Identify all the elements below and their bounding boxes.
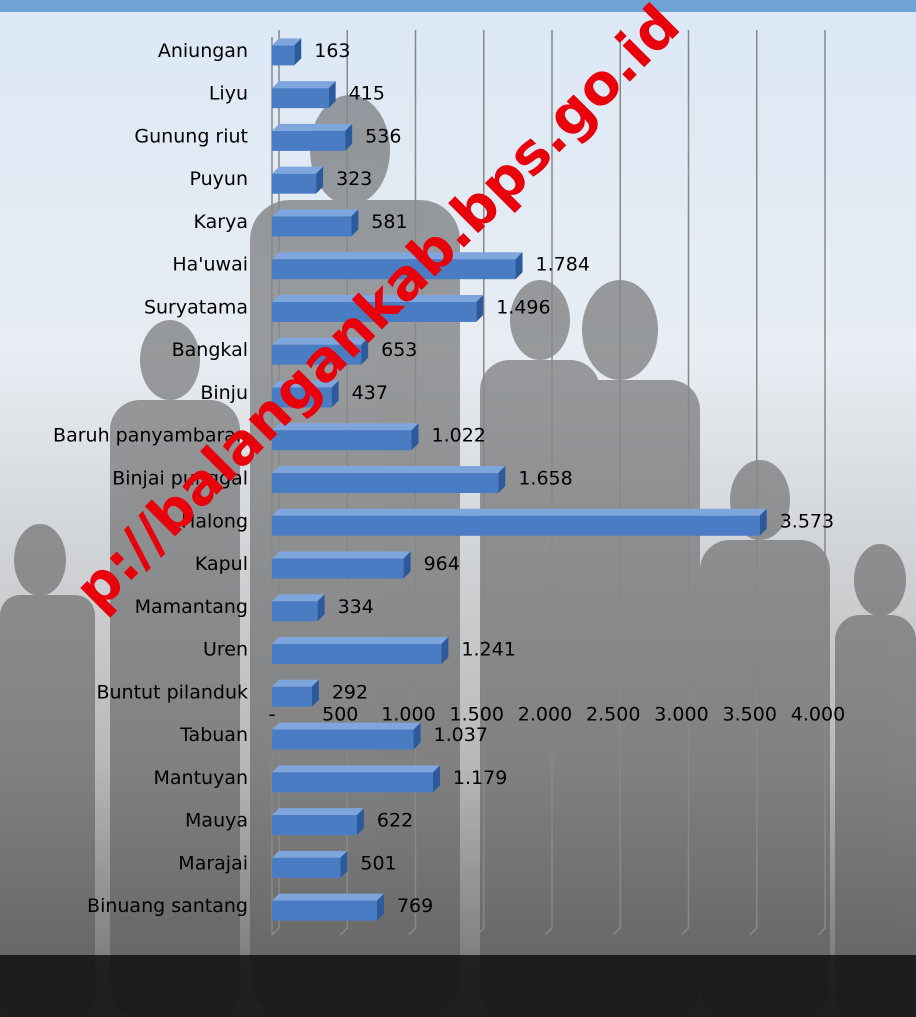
bar xyxy=(272,601,318,621)
bar xyxy=(272,858,340,878)
value-label: 1.179 xyxy=(453,767,507,789)
y-tick-label: Ha'uwai xyxy=(172,254,248,276)
value-label: 501 xyxy=(360,852,396,874)
bar-top xyxy=(272,680,319,687)
x-tick-label: 1.500 xyxy=(450,704,504,726)
value-label: 334 xyxy=(338,596,374,618)
x-tick-label: 3.500 xyxy=(723,704,777,726)
bar xyxy=(272,815,357,835)
x-tick-label: 3.000 xyxy=(654,704,708,726)
y-tick-label: Binuang santang xyxy=(87,895,248,917)
value-label: 415 xyxy=(349,83,385,105)
bar-top xyxy=(272,594,325,601)
value-label: 3.573 xyxy=(780,510,834,532)
y-tick-label: Mauya xyxy=(185,810,248,832)
y-tick-label: Bangkal xyxy=(172,339,248,361)
chart: -5001.0001.5002.0002.5003.0003.5004.0001… xyxy=(0,0,916,1017)
value-label: 437 xyxy=(352,382,388,404)
bar-top xyxy=(272,209,358,216)
bar xyxy=(272,88,329,108)
y-tick-label: Mantuyan xyxy=(154,767,249,789)
bar-top xyxy=(272,765,440,772)
bar-top xyxy=(272,124,352,131)
value-label: 1.022 xyxy=(432,425,486,447)
value-label: 536 xyxy=(365,125,401,147)
bar xyxy=(272,216,351,236)
value-label: 769 xyxy=(397,895,433,917)
y-tick-label: Tabuan xyxy=(179,724,248,746)
y-tick-label: Puyun xyxy=(190,168,249,190)
value-label: 1.784 xyxy=(536,254,590,276)
y-tick-label: Gunung riut xyxy=(134,125,248,147)
value-label: 323 xyxy=(336,168,372,190)
x-tick-label: 500 xyxy=(322,704,358,726)
bar-top xyxy=(272,851,347,858)
bar xyxy=(272,131,345,151)
bar-top xyxy=(272,466,505,473)
value-label: 1.241 xyxy=(461,639,515,661)
bar-top xyxy=(272,552,411,559)
value-label: 1.037 xyxy=(434,724,488,746)
y-tick-label: Mamantang xyxy=(135,596,248,618)
bar-top xyxy=(272,894,384,901)
x-tick-label: 1.000 xyxy=(381,704,435,726)
frame-top xyxy=(0,0,916,12)
value-label: 292 xyxy=(332,681,368,703)
y-tick-label: Karya xyxy=(194,211,248,233)
value-label: 964 xyxy=(424,553,460,575)
value-label: 581 xyxy=(371,211,407,233)
bar xyxy=(272,730,414,750)
value-label: 1.658 xyxy=(518,468,572,490)
bar xyxy=(272,901,377,921)
y-tick-label: Uren xyxy=(203,639,248,661)
y-tick-label: Kapul xyxy=(195,553,248,575)
bar xyxy=(272,473,498,493)
bar xyxy=(272,45,294,65)
x-tick-label: 2.000 xyxy=(518,704,572,726)
x-tick-label: 4.000 xyxy=(791,704,845,726)
bar xyxy=(272,772,433,792)
bar xyxy=(272,644,441,664)
bar-top xyxy=(272,81,336,88)
bar xyxy=(272,516,760,536)
value-label: 622 xyxy=(377,810,413,832)
floor-shadow xyxy=(0,955,916,1017)
value-label: 1.496 xyxy=(496,296,550,318)
bar-top xyxy=(272,509,767,516)
y-tick-label: Suryatama xyxy=(144,296,248,318)
bar xyxy=(272,687,312,707)
y-tick-label: Liyu xyxy=(209,83,248,105)
bar-top xyxy=(272,637,448,644)
y-tick-label: Marajai xyxy=(178,852,248,874)
x-tick-label: 2.500 xyxy=(586,704,640,726)
bar-top xyxy=(272,723,421,730)
y-tick-label: Buntut pilanduk xyxy=(96,681,248,703)
value-label: 163 xyxy=(314,40,350,62)
y-tick-label: Aniungan xyxy=(158,40,248,62)
bar xyxy=(272,174,316,194)
bar-top xyxy=(272,167,323,174)
bar xyxy=(272,559,404,579)
bar-top xyxy=(272,808,364,815)
